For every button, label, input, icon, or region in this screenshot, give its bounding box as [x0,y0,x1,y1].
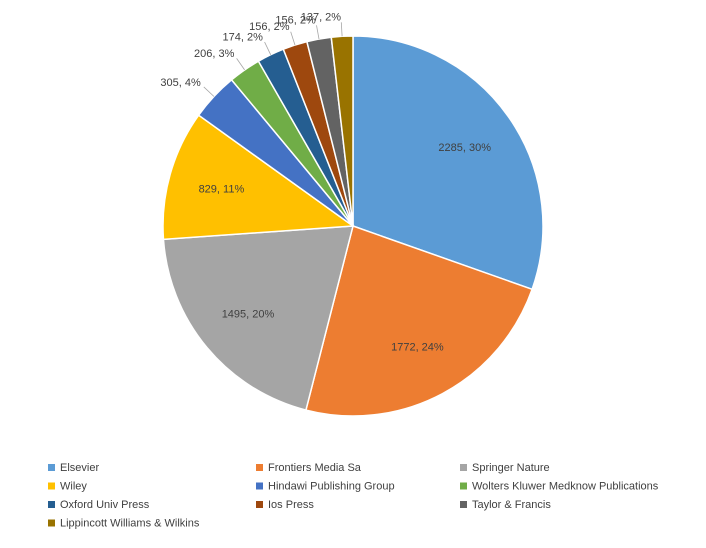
legend-item-ios-press: Ios Press [256,499,314,511]
legend-swatch [48,464,55,471]
legend-item-lippincott-williams-wilkins: Lippincott Williams & Wilkins [48,518,200,530]
pie-slice-frontiers-media-sa [305,225,534,417]
legend-swatch [460,482,467,490]
legend-label: Ios Press [268,499,314,511]
legend-label: Wiley [60,481,87,493]
data-label-hindawi-publishing-group: 305, 4% [160,77,201,89]
legend-item-oxford-univ-press: Oxford Univ Press [48,499,150,511]
pie-slice-springer-nature [162,225,354,411]
data-label-wiley: 829, 11% [199,184,245,196]
legend-swatch [48,519,55,527]
leader-line-lippincott-williams-wilkins [340,22,343,37]
legend-item-frontiers-media-sa: Frontiers Media Sa [256,462,362,474]
legend-item-wiley: Wiley [48,481,87,493]
legend-label: Springer Nature [472,462,550,474]
legend-item-wolters-kluwer-medknow-publications: Wolters Kluwer Medknow Publications [460,481,659,493]
leader-line-wolters-kluwer-medknow-publications [236,58,245,71]
data-label-frontiers-media-sa: 1772, 24% [391,342,444,354]
legend: Elsevier Frontiers Media Sa Springer Natur… [48,462,659,530]
data-label-ios-press: 156, 2% [249,21,290,33]
data-label-elsevier: 2285, 30% [438,142,491,154]
leader-line-hindawi-publishing-group [203,86,215,97]
pie-slice-lippincott-williams-wilkins [330,35,354,227]
legend-label: Elsevier [60,462,99,474]
data-labels: 2285, 30% 1772, 24% 1495, 20% 829, 11% 305, … [160,11,491,353]
data-label-oxford-univ-press: 174, 2% [223,32,264,44]
leader-lines [203,22,343,97]
data-label-taylor-francis: 156, 2% [275,14,316,26]
legend-item-elsevier: Elsevier [48,462,99,474]
legend-swatch [48,482,55,490]
data-label-springer-nature: 1495, 20% [222,309,275,321]
pie-slices [162,35,544,417]
legend-swatch [256,501,263,508]
legend-swatch [460,464,467,471]
legend-label: Hindawi Publishing Group [268,481,395,493]
data-label-wolters-kluwer-medknow-publications: 206, 3% [194,48,235,60]
data-label-lippincott-williams-wilkins: 137, 2% [301,11,342,23]
legend-swatch [460,501,467,508]
legend-item-hindawi-publishing-group: Hindawi Publishing Group [256,481,395,493]
leader-line-taylor-francis [316,25,320,40]
legend-swatch [256,482,263,490]
legend-item-taylor-francis: Taylor & Francis [460,499,551,511]
pie-slice-wiley [162,114,356,241]
pie-slice-elsevier [352,35,544,291]
leader-line-oxford-univ-press [264,41,272,55]
legend-label: Frontiers Media Sa [268,462,362,474]
legend-item-springer-nature: Springer Nature [460,462,550,474]
legend-label: Lippincott Williams & Wilkins [60,518,200,530]
legend-label: Taylor & Francis [472,499,551,511]
legend-swatch [48,501,55,508]
leader-line-ios-press [290,31,296,46]
legend-label: Wolters Kluwer Medknow Publications [472,481,659,493]
legend-swatch [256,464,263,471]
legend-label: Oxford Univ Press [60,499,150,511]
